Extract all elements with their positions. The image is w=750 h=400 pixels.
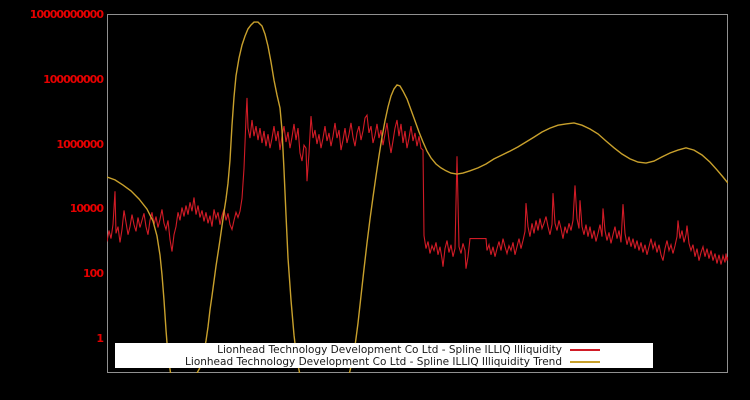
y-axis-label: 100000000: [43, 72, 104, 86]
legend-line-sample-trend: [570, 360, 600, 363]
legend-entry-trend: Lionhead Technology Development Co Ltd -…: [115, 356, 648, 368]
legend-label: Lionhead Technology Development Co Ltd -…: [217, 343, 562, 356]
legend-entry-illiquidity: Lionhead Technology Development Co Ltd -…: [115, 344, 648, 356]
y-axis-label: 1: [96, 332, 104, 345]
chart-canvas: [107, 21, 728, 373]
y-axis-label: 10000000000: [29, 8, 104, 21]
legend-label: Lionhead Technology Development Co Ltd -…: [185, 355, 562, 368]
y-axis-label: 100: [83, 267, 104, 281]
illiquidity-line: [107, 97, 728, 269]
legend-line-sample-illiquidity: [570, 348, 600, 351]
illiquidity-trend-line: [107, 21, 728, 373]
legend: Lionhead Technology Development Co Ltd -…: [115, 343, 653, 368]
y-axis-label: 10000: [69, 202, 104, 216]
y-axis-label: 1000000: [56, 137, 104, 151]
plot-area: [107, 14, 728, 373]
